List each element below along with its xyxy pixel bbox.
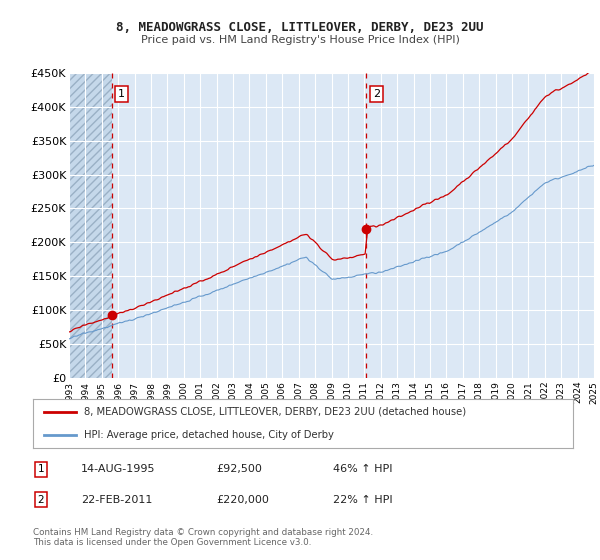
Text: 22% ↑ HPI: 22% ↑ HPI xyxy=(333,494,392,505)
Text: 1: 1 xyxy=(37,464,44,474)
Text: 46% ↑ HPI: 46% ↑ HPI xyxy=(333,464,392,474)
Text: Price paid vs. HM Land Registry's House Price Index (HPI): Price paid vs. HM Land Registry's House … xyxy=(140,35,460,45)
Text: Contains HM Land Registry data © Crown copyright and database right 2024.
This d: Contains HM Land Registry data © Crown c… xyxy=(33,528,373,548)
Text: 14-AUG-1995: 14-AUG-1995 xyxy=(81,464,155,474)
Text: £220,000: £220,000 xyxy=(216,494,269,505)
Text: 8, MEADOWGRASS CLOSE, LITTLEOVER, DERBY, DE23 2UU: 8, MEADOWGRASS CLOSE, LITTLEOVER, DERBY,… xyxy=(116,21,484,34)
Text: 22-FEB-2011: 22-FEB-2011 xyxy=(81,494,152,505)
Text: 1: 1 xyxy=(118,89,125,99)
Text: 8, MEADOWGRASS CLOSE, LITTLEOVER, DERBY, DE23 2UU (detached house): 8, MEADOWGRASS CLOSE, LITTLEOVER, DERBY,… xyxy=(84,407,466,417)
Text: £92,500: £92,500 xyxy=(216,464,262,474)
Text: 2: 2 xyxy=(373,89,380,99)
Text: 2: 2 xyxy=(37,494,44,505)
Text: HPI: Average price, detached house, City of Derby: HPI: Average price, detached house, City… xyxy=(84,430,334,440)
